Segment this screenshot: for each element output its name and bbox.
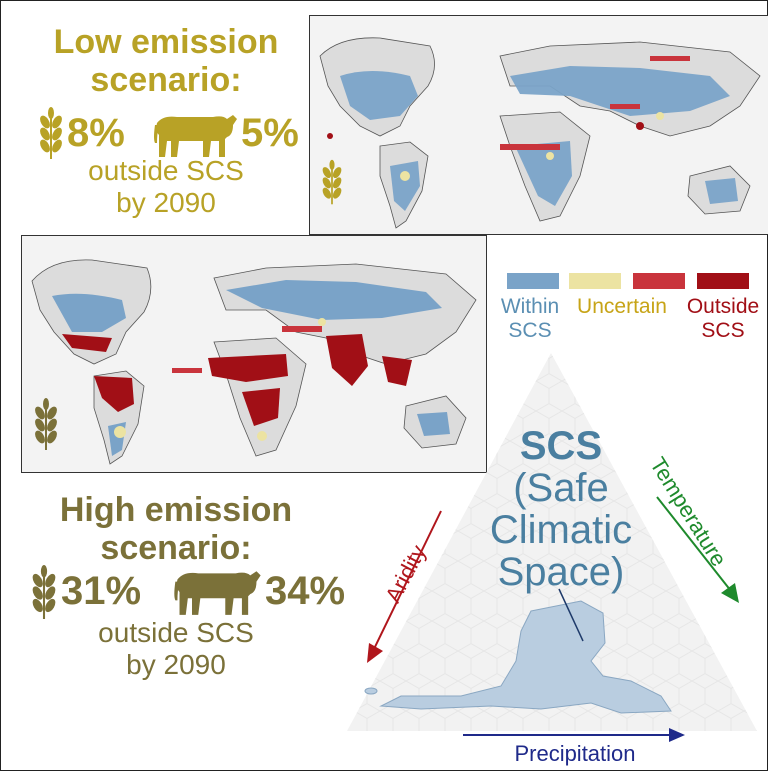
low-scenario-stats: 8% 5% bbox=[19, 105, 319, 161]
pointer-line bbox=[558, 588, 584, 642]
low-scenario-map bbox=[309, 15, 768, 235]
aridity-arrow bbox=[367, 510, 442, 663]
high-scenario-stats: 31% 34% bbox=[15, 561, 345, 621]
scs-region bbox=[379, 600, 672, 714]
wheat-icon bbox=[35, 398, 57, 450]
scs-title-bold: SCS bbox=[519, 424, 603, 468]
wheat-icon bbox=[32, 565, 56, 619]
low-title-line2: scenario: bbox=[90, 61, 242, 99]
legend-swatch-within bbox=[507, 273, 559, 289]
low-livestock-pct: 5% bbox=[241, 111, 299, 155]
high-scenario-title: High emission scenario: bbox=[31, 491, 321, 567]
legend-swatch-uncertain bbox=[569, 273, 621, 289]
legend-label-outside: Outside SCS bbox=[686, 295, 760, 342]
scs-line2: (Safe bbox=[513, 466, 609, 510]
low-scenario-title: Low emission scenario: bbox=[21, 23, 311, 99]
low-title-line1: Low emission bbox=[53, 23, 279, 61]
precipitation-label: Precipitation bbox=[514, 741, 636, 766]
low-crop-pct: 8% bbox=[67, 111, 125, 155]
legend-label-uncertain: Uncertain bbox=[577, 295, 667, 318]
scs-line3: Climatic bbox=[489, 508, 633, 552]
legend-swatch-outside-dark bbox=[697, 273, 749, 289]
world-map-low bbox=[319, 37, 761, 229]
precipitation-arrow bbox=[463, 728, 685, 742]
temperature-arrow bbox=[656, 496, 739, 603]
high-crop-pct: 31% bbox=[61, 569, 142, 613]
legend-label-within: Within SCS bbox=[500, 295, 560, 342]
high-title-line1: High emission bbox=[59, 491, 293, 529]
high-subtitle-line2: by 2090 bbox=[126, 649, 226, 680]
wheat-icon bbox=[40, 107, 62, 159]
legend: Within SCS Uncertain Outside SCS bbox=[501, 273, 763, 353]
legend-swatch-outside-light bbox=[633, 273, 685, 289]
wheat-icon bbox=[322, 159, 342, 205]
high-title-line2: scenario: bbox=[100, 529, 252, 567]
low-subtitle-line1: outside SCS bbox=[88, 155, 244, 186]
high-scenario-subtitle: outside SCS by 2090 bbox=[31, 617, 321, 681]
cow-icon bbox=[154, 115, 237, 157]
scs-triangle-diagram bbox=[347, 353, 757, 731]
high-subtitle-line1: outside SCS bbox=[98, 617, 254, 648]
high-livestock-pct: 34% bbox=[265, 569, 346, 613]
low-subtitle-line2: by 2090 bbox=[116, 187, 216, 218]
scs-title: SCS (Safe Climatic Space) bbox=[481, 425, 641, 593]
scs-line4: Space) bbox=[497, 550, 625, 594]
cow-icon bbox=[174, 571, 261, 615]
low-scenario-subtitle: outside SCS by 2090 bbox=[31, 155, 301, 219]
high-scenario-map bbox=[21, 235, 487, 473]
world-map-high bbox=[31, 259, 477, 465]
